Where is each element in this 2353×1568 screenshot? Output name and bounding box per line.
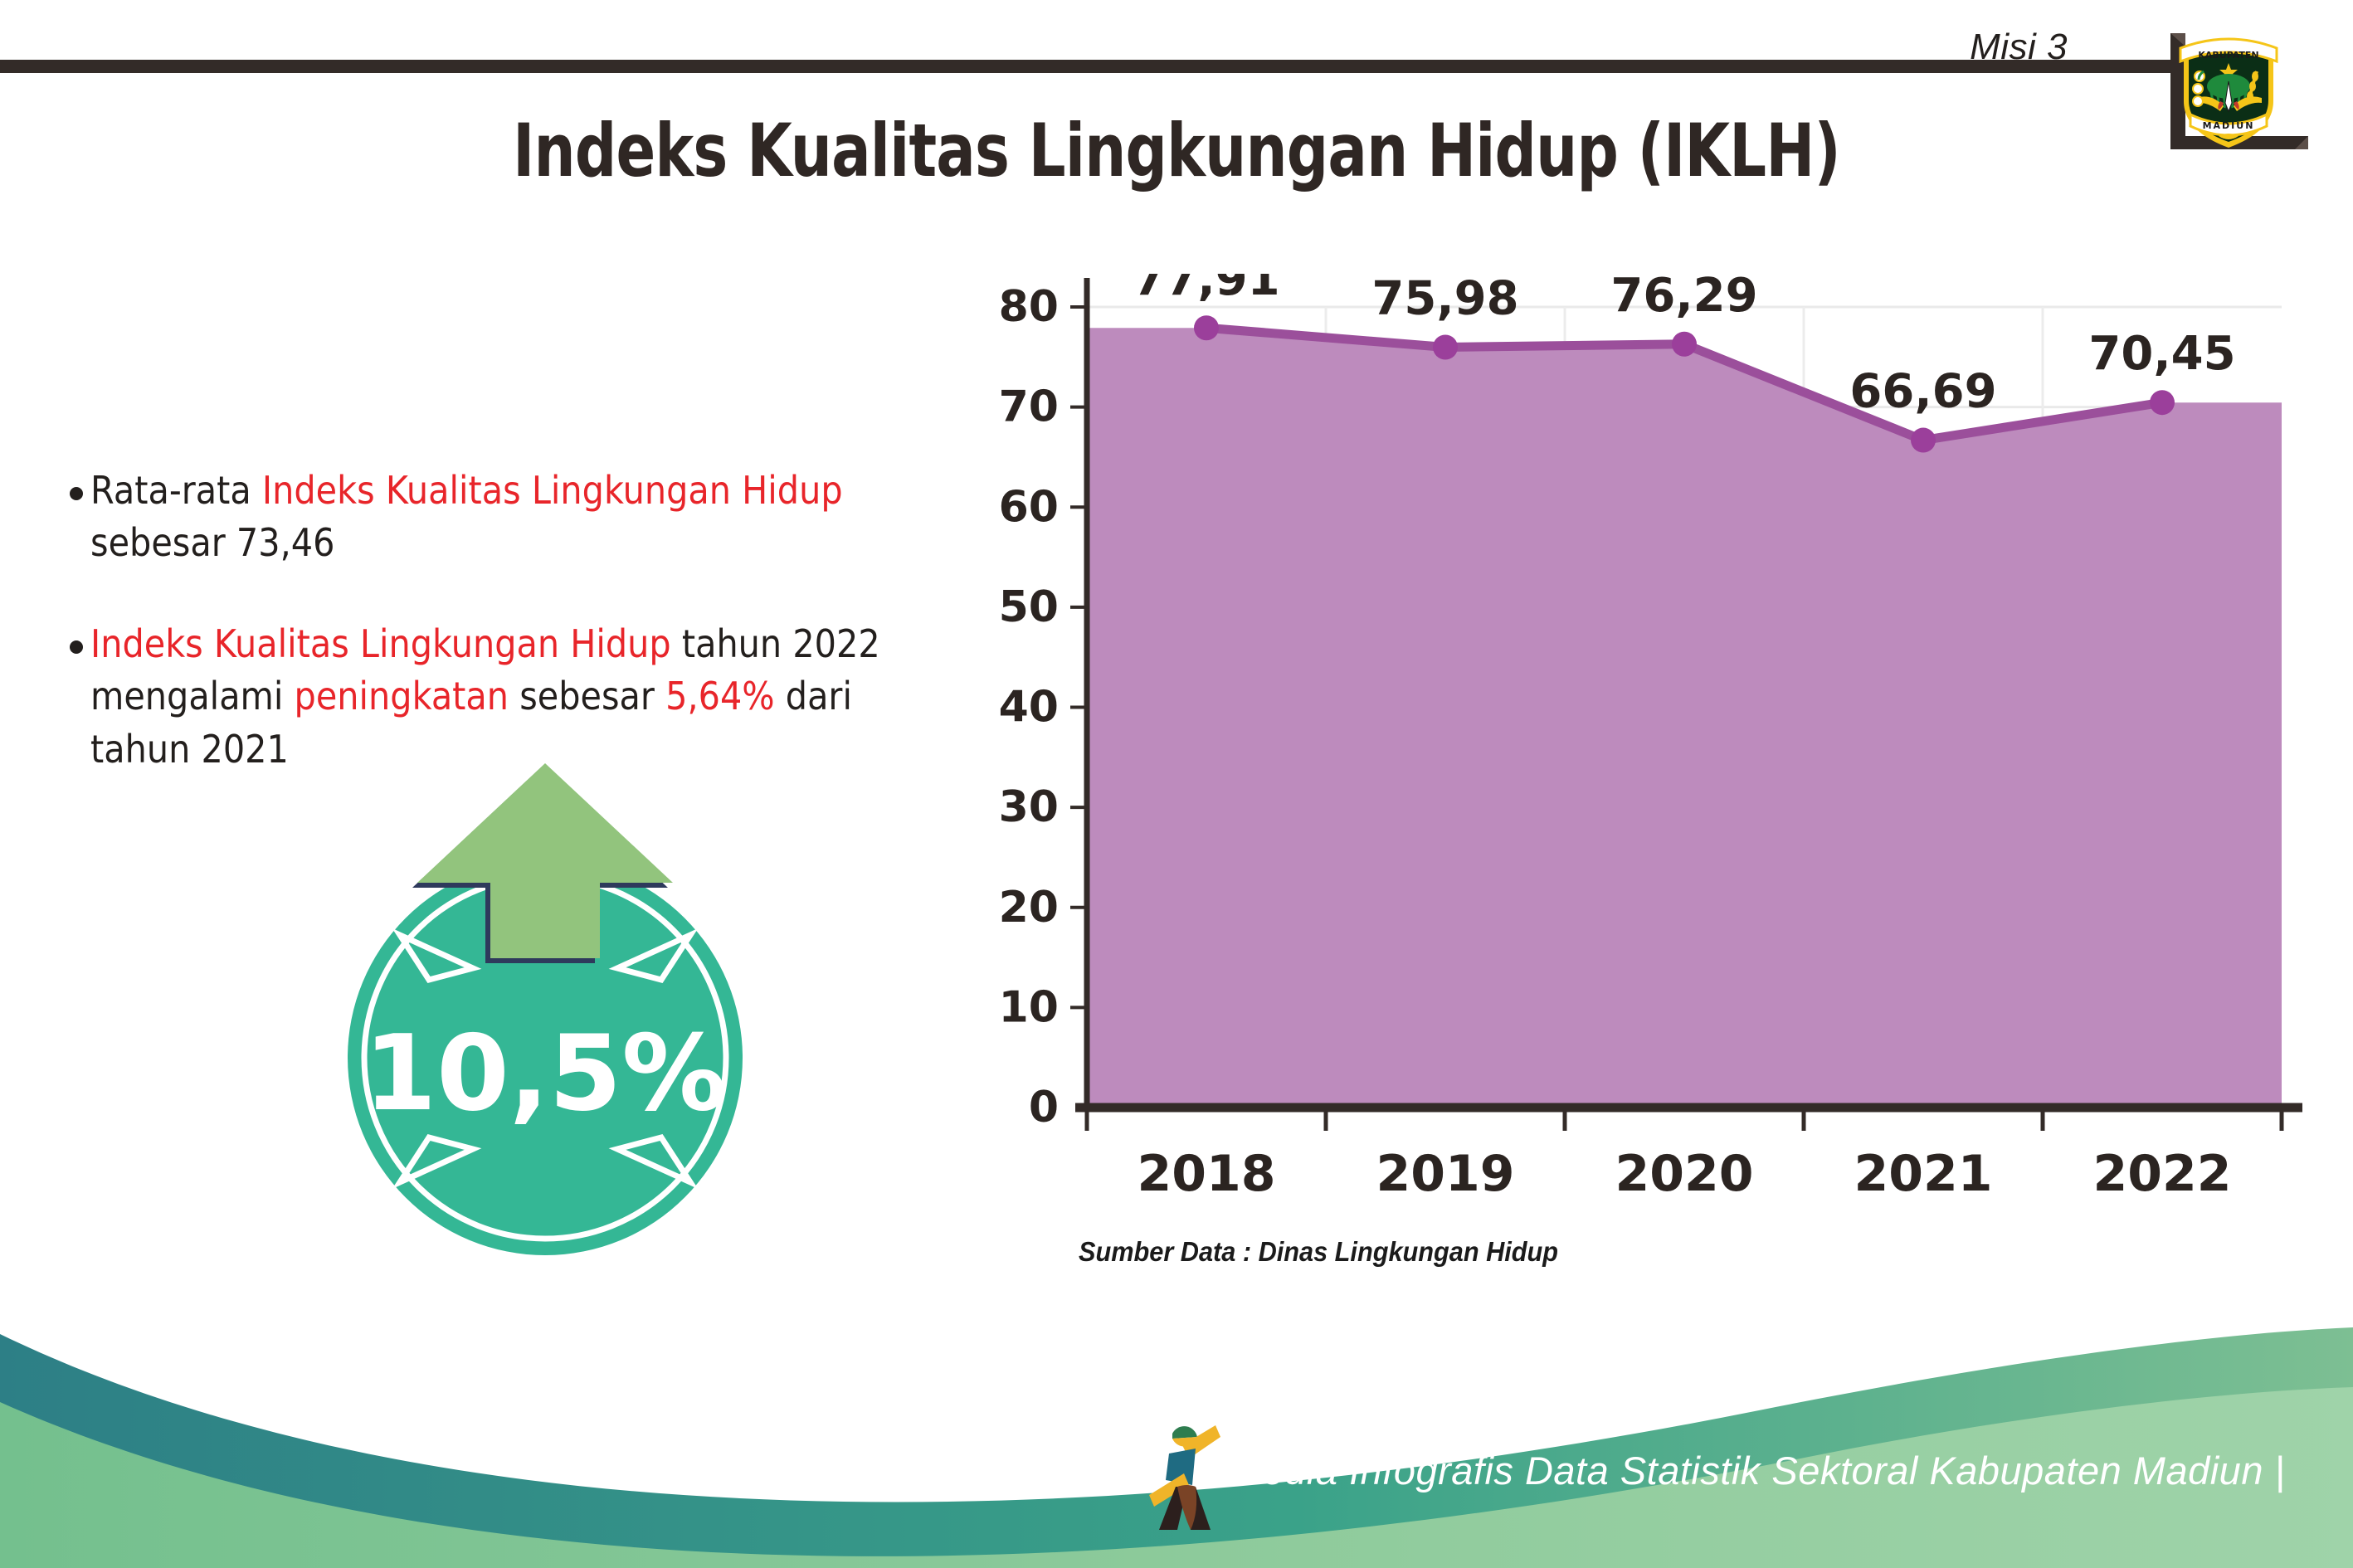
y-tick-label: 80	[999, 282, 1059, 332]
highlight-text: 5,64%	[665, 674, 775, 719]
badge-value: 10,5%	[363, 1012, 726, 1134]
bullet-text-1: Indeks Kualitas Lingkungan Hidup tahun 2…	[90, 618, 901, 776]
growth-badge: 10,5%	[319, 751, 772, 1265]
summary-bullets: Rata-rata Indeks Kualitas Lingkungan Hid…	[70, 465, 991, 824]
plain-text: sebesar 73,46	[90, 520, 335, 566]
highlight-text: Indeks Kualitas Lingkungan Hidup	[261, 468, 843, 513]
plain-text: sebesar	[509, 674, 666, 719]
crest-bottom-text: MADIUN	[2203, 120, 2255, 131]
page-title: Indeks Kualitas Lingkungan Hidup (IKLH)	[513, 108, 1840, 193]
y-tick-label: 0	[1029, 1083, 1059, 1132]
y-tick-label: 10	[999, 982, 1059, 1032]
iklh-area-chart: 0 10 20 30 40 50 60 70 80 2018 2019 2020 2021 2022 7…	[958, 252, 2302, 1269]
plain-text: dari tahun 2021	[90, 674, 852, 772]
y-tick-label: 20	[999, 883, 1059, 933]
y-tick-label: 50	[999, 582, 1059, 632]
bullet-dot-icon	[70, 640, 83, 654]
data-label: 70,45	[2088, 327, 2235, 381]
arrow-up-icon	[417, 763, 673, 958]
plain-text: Rata-rata	[90, 468, 262, 513]
x-tick-label: 2020	[1615, 1145, 1754, 1203]
kabupaten-madiun-crest-icon: KABUPATEN MADIUN	[2175, 25, 2282, 149]
y-tick-label: 40	[999, 683, 1059, 733]
data-label: 77,91	[1133, 274, 1279, 306]
highlight-text: Indeks Kualitas Lingkungan Hidup	[90, 621, 671, 666]
list-item: Rata-rata Indeks Kualitas Lingkungan Hid…	[70, 465, 991, 570]
misi-label: Misi 3	[1970, 27, 2068, 67]
header-hrule	[0, 60, 2177, 73]
statistics-person-logo-icon	[1149, 1425, 1220, 1530]
chart-source-note: Sumber Data : Dinas Lingkungan Hidup	[1079, 1236, 1559, 1267]
y-tick-label: 70	[999, 382, 1059, 432]
chart-y-axis-labels: 0 10 20 30 40 50 60 70 80	[999, 282, 1087, 1132]
plain-text: tahun 2022 mengalami	[90, 621, 880, 719]
chart-markers	[1194, 315, 2175, 453]
bullet-text-0: Rata-rata Indeks Kualitas Lingkungan Hid…	[90, 465, 901, 570]
x-tick-label: 2022	[2093, 1145, 2232, 1203]
x-tick-label: 2021	[1854, 1145, 1993, 1203]
x-tick-label: 2018	[1138, 1145, 1276, 1203]
data-label: 76,29	[1610, 274, 1757, 323]
data-label: 66,69	[1849, 365, 1996, 419]
chart-x-axis-labels: 2018 2019 2020 2021 2022	[1138, 1145, 2232, 1203]
crest-top-text: KABUPATEN	[2198, 50, 2258, 61]
x-tick-label: 2019	[1376, 1145, 1515, 1203]
footer-caption: Media Infografis Data Statistik Sektoral…	[1230, 1449, 2286, 1493]
footer-wave	[0, 1327, 2353, 1568]
bullet-dot-icon	[70, 487, 83, 500]
y-tick-label: 60	[999, 482, 1059, 532]
badge-tick-triangles	[392, 928, 699, 1190]
header-bracket	[0, 33, 2308, 149]
highlight-text: peningkatan	[294, 674, 509, 719]
y-tick-label: 30	[999, 782, 1059, 832]
list-item: Indeks Kualitas Lingkungan Hidup tahun 2…	[70, 618, 991, 776]
footer-wave-light	[0, 1387, 2353, 1568]
data-label: 75,98	[1371, 274, 1518, 325]
chart-area-fill	[1087, 328, 2282, 1108]
